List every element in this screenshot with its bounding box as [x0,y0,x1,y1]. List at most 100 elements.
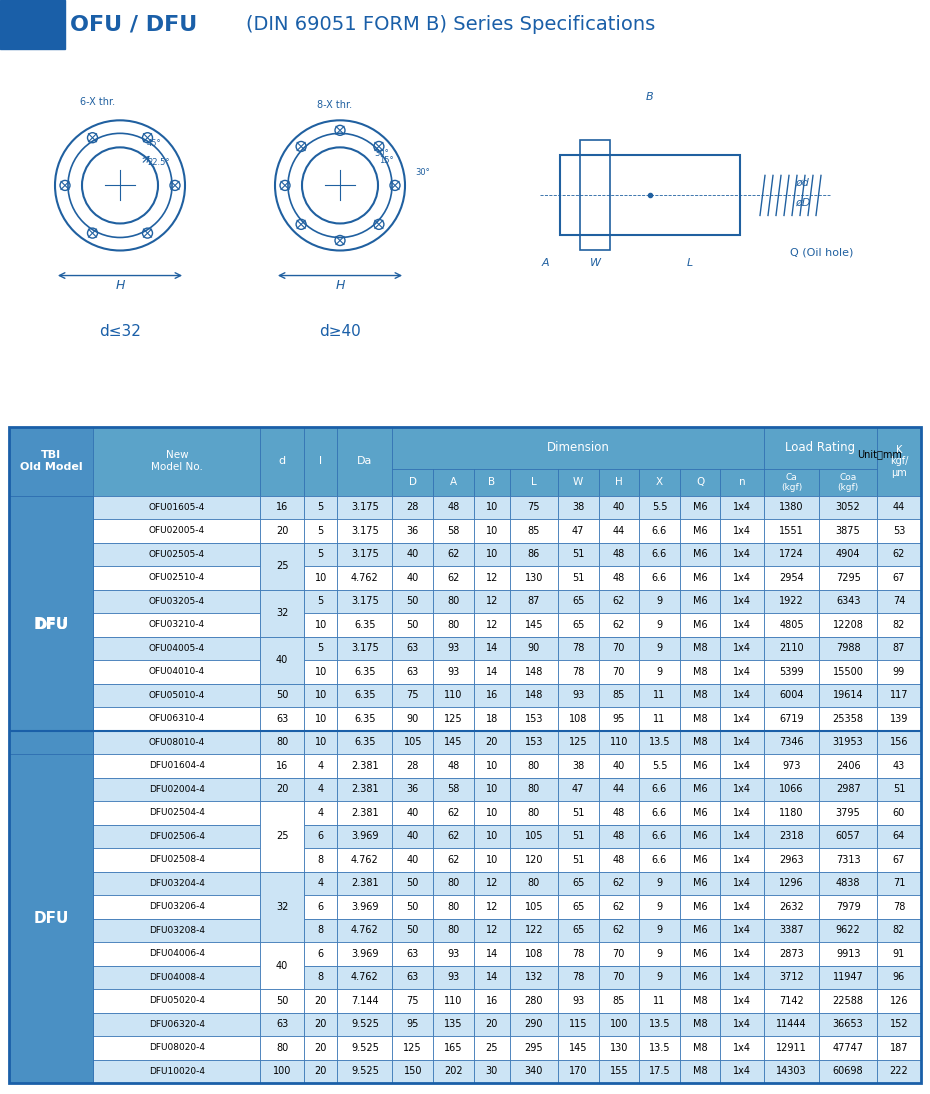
Bar [304,590,338,613]
Text: 91: 91 [893,948,905,958]
Bar [338,613,392,637]
Text: Q (Oil hole): Q (Oil hole) [790,247,854,257]
Text: OFU04010-4: OFU04010-4 [149,667,205,676]
Text: M6: M6 [693,973,708,982]
Bar [680,801,721,825]
Text: 1x4: 1x4 [733,996,751,1005]
Bar [764,872,819,895]
Text: 1x4: 1x4 [733,973,751,982]
Bar [764,801,819,825]
Bar [392,1060,433,1083]
Text: 125: 125 [404,1043,422,1052]
Text: d: d [279,456,286,466]
Bar [819,754,877,778]
Text: 4.762: 4.762 [351,973,379,982]
Text: 340: 340 [525,1067,543,1076]
Bar [260,1036,304,1060]
Bar [392,895,433,919]
Text: 1x4: 1x4 [733,573,751,583]
Bar [819,989,877,1013]
Bar [94,590,260,613]
Text: 80: 80 [447,620,459,630]
Text: 145: 145 [525,620,543,630]
Text: 40: 40 [406,549,419,559]
Text: M8: M8 [693,1043,708,1052]
Text: 2954: 2954 [779,573,804,583]
Bar [338,966,392,989]
Text: 120: 120 [525,854,543,865]
Bar [877,543,921,566]
Text: 2110: 2110 [779,643,804,653]
Text: 62: 62 [447,807,459,818]
Bar [580,140,610,251]
Text: 1380: 1380 [779,502,804,512]
Bar [680,848,721,872]
Bar [260,496,304,519]
Text: TBI
Old Model: TBI Old Model [20,451,83,472]
Bar [558,566,599,590]
Bar [877,848,921,872]
Bar [433,590,473,613]
Text: 36: 36 [406,784,419,794]
Bar [94,919,260,942]
Text: 62: 62 [613,878,625,888]
Bar [599,989,639,1013]
Text: 1x4: 1x4 [733,596,751,606]
Bar [392,427,764,469]
Bar [680,942,721,966]
Bar [94,1060,260,1083]
Text: 1x4: 1x4 [733,713,751,724]
Text: 7313: 7313 [836,854,860,865]
Text: 108: 108 [569,713,588,724]
Bar [94,637,260,660]
Bar [260,637,304,684]
Text: 62: 62 [893,549,905,559]
Text: 10: 10 [314,737,326,747]
Bar [338,543,392,566]
Text: 70: 70 [613,667,625,677]
Bar [819,637,877,660]
Bar [558,825,599,848]
Bar [94,872,260,895]
Text: 75: 75 [527,502,540,512]
Text: 85: 85 [613,690,625,700]
Text: Load Rating: Load Rating [786,442,856,454]
Bar [473,590,510,613]
Text: 105: 105 [404,737,422,747]
Text: 4.762: 4.762 [351,854,379,865]
Bar [639,872,680,895]
Text: 4: 4 [317,784,324,794]
Text: 5399: 5399 [779,667,804,677]
Text: 148: 148 [525,667,543,677]
Bar [639,519,680,543]
Text: 67: 67 [893,573,905,583]
Bar [304,566,338,590]
Text: 48: 48 [613,854,625,865]
Bar [877,613,921,637]
Text: DFU03206-4: DFU03206-4 [149,903,205,911]
Bar [764,637,819,660]
Bar [260,801,304,872]
Text: 105: 105 [525,901,543,911]
Text: 80: 80 [447,901,459,911]
Text: 80: 80 [447,926,459,935]
Bar [304,613,338,637]
Bar [338,919,392,942]
Bar [558,731,599,754]
Text: 9: 9 [657,596,662,606]
Text: 1724: 1724 [779,549,804,559]
Text: 152: 152 [890,1020,909,1029]
Text: 30: 30 [485,1067,498,1076]
Text: M6: M6 [693,878,708,888]
Text: 139: 139 [890,713,908,724]
Text: 153: 153 [525,737,543,747]
Bar [877,872,921,895]
Bar [338,848,392,872]
Bar [721,543,764,566]
Text: DFU02004-4: DFU02004-4 [149,784,205,794]
Bar [94,427,260,496]
Bar [721,469,764,496]
Text: 4: 4 [317,760,324,771]
Text: 6.6: 6.6 [652,807,667,818]
Text: 60698: 60698 [833,1067,863,1076]
